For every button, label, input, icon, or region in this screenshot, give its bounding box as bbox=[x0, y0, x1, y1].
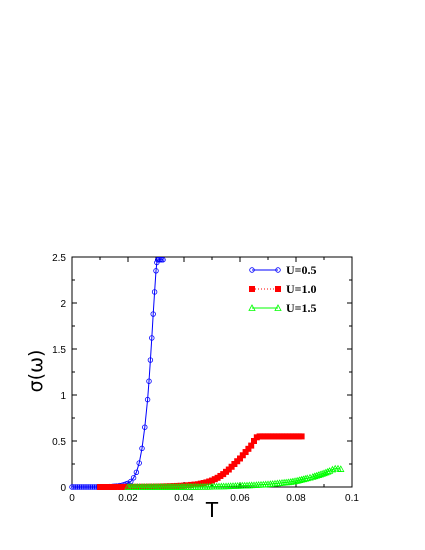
data-point-u-1-0 bbox=[251, 438, 257, 444]
data-point-u-1-0 bbox=[245, 445, 252, 452]
data-point-u-1-0 bbox=[118, 483, 124, 490]
data-point-u-1-0 bbox=[191, 481, 198, 488]
data-point-u-0-5 bbox=[146, 378, 152, 384]
data-point-u-1-5 bbox=[324, 467, 332, 475]
data-point-u-0-5 bbox=[130, 475, 137, 481]
data-point-u-0-5 bbox=[71, 484, 77, 490]
data-point-u-0-5 bbox=[150, 311, 156, 317]
data-point-u-1-0 bbox=[170, 483, 177, 490]
legend-marker-u-1-5 bbox=[274, 304, 282, 311]
data-point-u-1-0 bbox=[97, 484, 103, 490]
data-point-u-0-5 bbox=[89, 484, 96, 490]
data-point-u-0-5 bbox=[73, 484, 79, 490]
x-tick-label: 0.04 bbox=[174, 493, 194, 504]
y-tick-label: 2 bbox=[60, 299, 66, 310]
data-point-u-0-5 bbox=[133, 469, 140, 475]
x-tick-label: 0.1 bbox=[345, 493, 359, 504]
data-point-u-0-5 bbox=[78, 484, 85, 490]
data-point-u-1-5 bbox=[303, 474, 311, 482]
data-point-u-1-5 bbox=[325, 467, 334, 474]
legend-marker-u-1-0 bbox=[275, 286, 281, 292]
legend-marker-u-0-5 bbox=[275, 267, 281, 273]
y-tick-label: 1.5 bbox=[52, 345, 66, 356]
x-tick-label: 0.02 bbox=[118, 493, 138, 504]
y-tick-label: 0.5 bbox=[52, 437, 66, 448]
data-point-u-0-5 bbox=[149, 335, 155, 341]
series-line-u-0-5 bbox=[72, 259, 163, 488]
x-tick-label: 0.08 bbox=[286, 493, 306, 504]
data-point-u-1-0 bbox=[242, 449, 249, 456]
legend-marker-u-1-5 bbox=[248, 304, 256, 311]
data-point-u-1-0 bbox=[239, 452, 246, 459]
data-point-u-1-0 bbox=[100, 484, 107, 490]
data-point-u-1-0 bbox=[111, 484, 117, 490]
data-point-u-0-5 bbox=[91, 484, 98, 490]
data-point-u-1-5 bbox=[337, 465, 345, 472]
data-point-u-1-0 bbox=[248, 442, 255, 449]
data-point-u-0-5 bbox=[147, 357, 154, 363]
data-point-u-1-0 bbox=[121, 483, 128, 490]
data-point-u-0-5 bbox=[86, 484, 92, 490]
data-point-u-1-0 bbox=[107, 484, 114, 490]
data-point-u-1-5 bbox=[301, 474, 310, 482]
data-point-u-1-0 bbox=[298, 433, 305, 440]
data-point-u-1-0 bbox=[174, 482, 180, 489]
data-point-u-0-5 bbox=[160, 257, 166, 263]
x-axis-title: T bbox=[205, 498, 219, 522]
data-point-u-0-5 bbox=[136, 460, 142, 466]
data-point-u-1-0 bbox=[188, 481, 194, 488]
legend-marker-u-0-5 bbox=[249, 267, 255, 273]
data-point-u-0-5 bbox=[142, 424, 148, 430]
data-point-u-1-0 bbox=[104, 484, 110, 490]
data-point-u-0-5 bbox=[151, 289, 158, 295]
legend-marker-u-1-0 bbox=[249, 286, 255, 292]
plot-area: 0 0.02 0.04 0.06 0.08 0.1 0 0.5 1 1.5 2 2.5 U=0.5 U=1… bbox=[52, 253, 359, 504]
data-point-u-1-0 bbox=[163, 483, 170, 490]
y-tick-label: 2.5 bbox=[52, 253, 66, 264]
data-point-u-0-5 bbox=[87, 484, 94, 490]
data-point-u-0-5 bbox=[80, 484, 86, 490]
data-point-u-0-5 bbox=[76, 484, 83, 490]
data-point-u-1-0 bbox=[181, 482, 187, 489]
legend-label-u-0-5: U=0.5 bbox=[286, 263, 317, 277]
y-tick-label: 0 bbox=[60, 483, 66, 494]
legend-label-u-1-5: U=1.5 bbox=[286, 301, 317, 315]
data-point-u-0-5 bbox=[153, 268, 159, 274]
data-point-u-0-5 bbox=[144, 396, 151, 403]
data-point-u-1-0 bbox=[114, 483, 121, 490]
data-point-u-0-5 bbox=[128, 478, 134, 485]
data-point-u-0-5 bbox=[139, 445, 145, 452]
data-point-u-0-5 bbox=[69, 484, 75, 490]
y-tick-label: 1 bbox=[60, 391, 66, 402]
data-point-u-0-5 bbox=[82, 484, 88, 490]
x-tick-label: 0 bbox=[69, 493, 75, 504]
x-tick-label: 0.06 bbox=[230, 493, 250, 504]
y-axis-title: σ(ω) bbox=[25, 350, 47, 393]
data-point-u-0-5 bbox=[74, 484, 81, 490]
data-point-u-1-0 bbox=[237, 455, 243, 462]
legend-label-u-1-0: U=1.0 bbox=[286, 282, 317, 296]
data-point-u-1-5 bbox=[328, 465, 337, 473]
data-point-u-1-5 bbox=[306, 473, 314, 481]
data-point-u-0-5 bbox=[84, 484, 90, 490]
